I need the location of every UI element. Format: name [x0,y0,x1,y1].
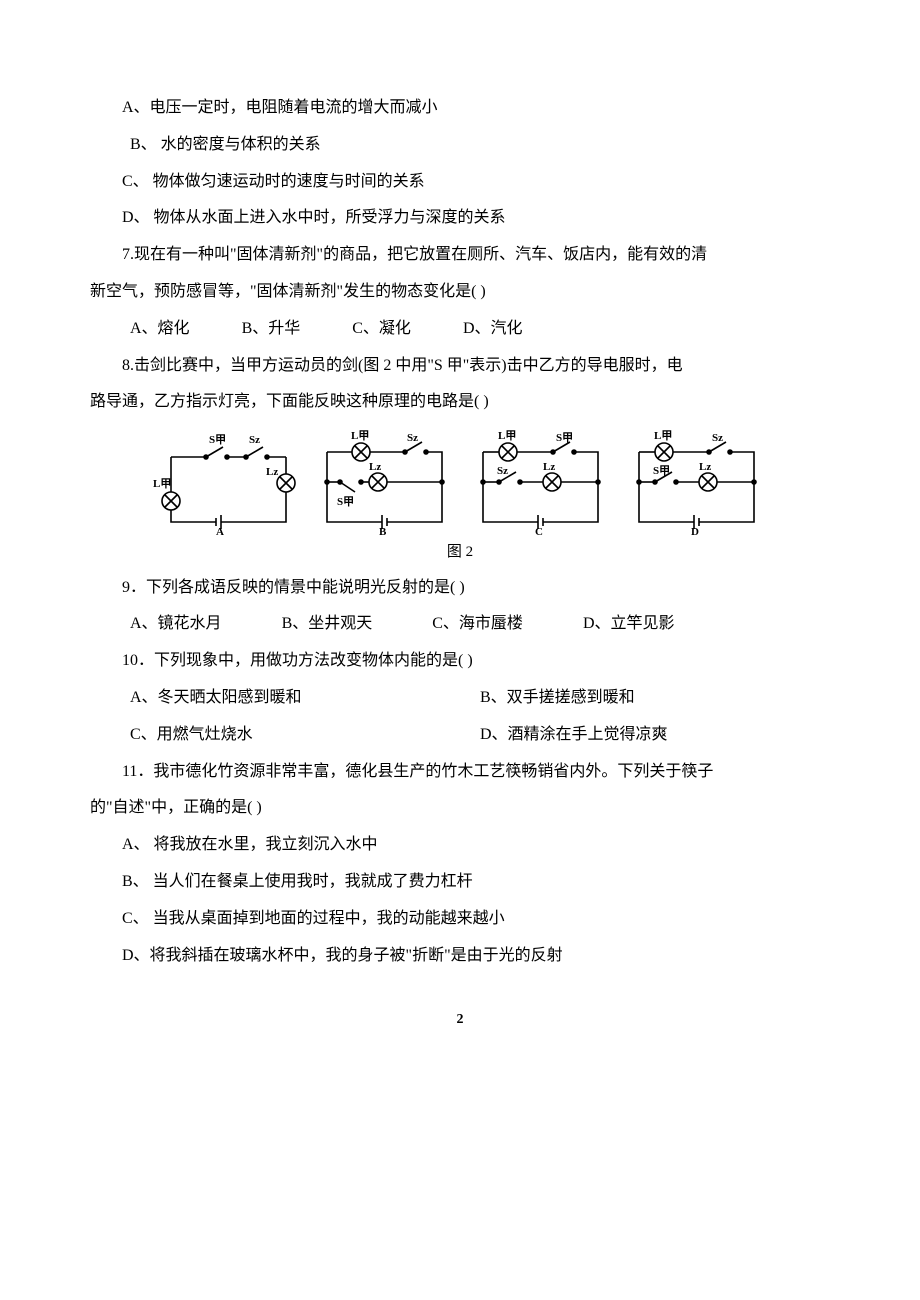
label-A: A [216,526,224,537]
q7-stem-line1: 7.现在有一种叫"固体清新剂"的商品，把它放置在厕所、汽车、饭店内，能有效的清 [90,237,830,274]
q9-stem: 9．下列各成语反映的情景中能说明光反射的是( ) [90,570,830,607]
q8-stem-line1: 8.击剑比赛中，当甲方运动员的剑(图 2 中用"S 甲"表示)击中乙方的导电服时… [90,348,830,385]
label-sz: Sz [712,432,723,444]
q6-opt-a: A、电压一定时，电阻随着电流的增大而减小 [90,90,830,127]
q9-opt-d: D、立竿见影 [583,606,675,643]
label-sz: Sz [249,434,260,446]
label-lz: Lz [699,461,711,473]
label-sjia: S甲 [556,431,573,444]
q11-stem-line2: 的"自述"中，正确的是( ) [90,790,830,827]
q6-opt-d: D、 物体从水面上进入水中时，所受浮力与深度的关系 [90,200,830,237]
figure-2-caption: 图 2 [90,535,830,570]
q8-stem-line2: 路导通，乙方指示灯亮，下面能反映这种原理的电路是( ) [90,384,830,421]
q11-stem-line1: 11．我市德化竹资源非常丰富，德化县生产的竹木工艺筷畅销省内外。下列关于筷子 [90,754,830,791]
label-B: B [379,526,387,537]
q7-opt-d: D、汽化 [463,320,523,337]
q7-opt-b: B、升华 [242,320,301,337]
page-container: A、电压一定时，电阻随着电流的增大而减小 B、 水的密度与体积的关系 C、 物体… [0,0,920,1077]
q9-opt-a: A、镜花水月 [130,606,222,643]
q9-opt-b: B、坐井观天 [282,606,373,643]
label-ljia: L甲 [351,429,369,442]
label-lz: Lz [266,466,278,478]
figure-2-row: S甲 Sz L甲 Lz A [90,427,830,537]
label-sjia: S甲 [209,433,226,446]
circuit-a: S甲 Sz L甲 Lz A [151,427,301,537]
q7-opt-a: A、熔化 [130,320,190,337]
label-C: C [535,526,543,537]
q7-stem-line2: 新空气，预防感冒等，"固体清新剂"发生的物态变化是( ) [90,274,830,311]
circuit-d: L甲 Sz S甲 Lz D [619,427,769,537]
label-lz: Lz [543,461,555,473]
label-sjia: S甲 [653,464,670,477]
q11-opt-d: D、将我斜插在玻璃水杯中，我的身子被"折断"是由于光的反射 [90,938,830,975]
q11-opt-c: C、 当我从桌面掉到地面的过程中，我的动能越来越小 [90,901,830,938]
q6-opt-c: C、 物体做匀速运动时的速度与时间的关系 [90,164,830,201]
label-ljia: L甲 [153,477,171,490]
label-ljia: L甲 [498,429,516,442]
q7-opt-c: C、凝化 [352,320,411,337]
q7-options: A、熔化 B、升华 C、凝化 D、汽化 [90,311,830,348]
q10-opt-d: D、酒精涂在手上觉得凉爽 [480,717,830,754]
q9-opt-c: C、海市蜃楼 [432,606,523,643]
q10-options-row1: A、冬天晒太阳感到暖和 B、双手搓搓感到暖和 [90,680,830,717]
q11-opt-a: A、 将我放在水里，我立刻沉入水中 [90,827,830,864]
q10-opt-a: A、冬天晒太阳感到暖和 [130,680,480,717]
page-number: 2 [90,1004,830,1036]
q10-opt-c: C、用燃气灶烧水 [130,717,480,754]
label-sjia: S甲 [337,495,354,508]
q6-opt-b: B、 水的密度与体积的关系 [90,127,830,164]
q11-opt-b: B、 当人们在餐桌上使用我时，我就成了费力杠杆 [90,864,830,901]
label-sz: Sz [407,432,418,444]
q10-options-row2: C、用燃气灶烧水 D、酒精涂在手上觉得凉爽 [90,717,830,754]
circuit-c: L甲 S甲 Sz Lz C [463,427,613,537]
label-ljia: L甲 [654,429,672,442]
label-sz: Sz [497,465,508,477]
q10-opt-b: B、双手搓搓感到暖和 [480,680,830,717]
label-D: D [691,526,699,537]
q9-options: A、镜花水月 B、坐井观天 C、海市蜃楼 D、立竿见影 [90,606,830,643]
circuit-b: L甲 Sz Lz S甲 B [307,427,457,537]
q10-stem: 10．下列现象中，用做功方法改变物体内能的是( ) [90,643,830,680]
label-lz: Lz [369,461,381,473]
